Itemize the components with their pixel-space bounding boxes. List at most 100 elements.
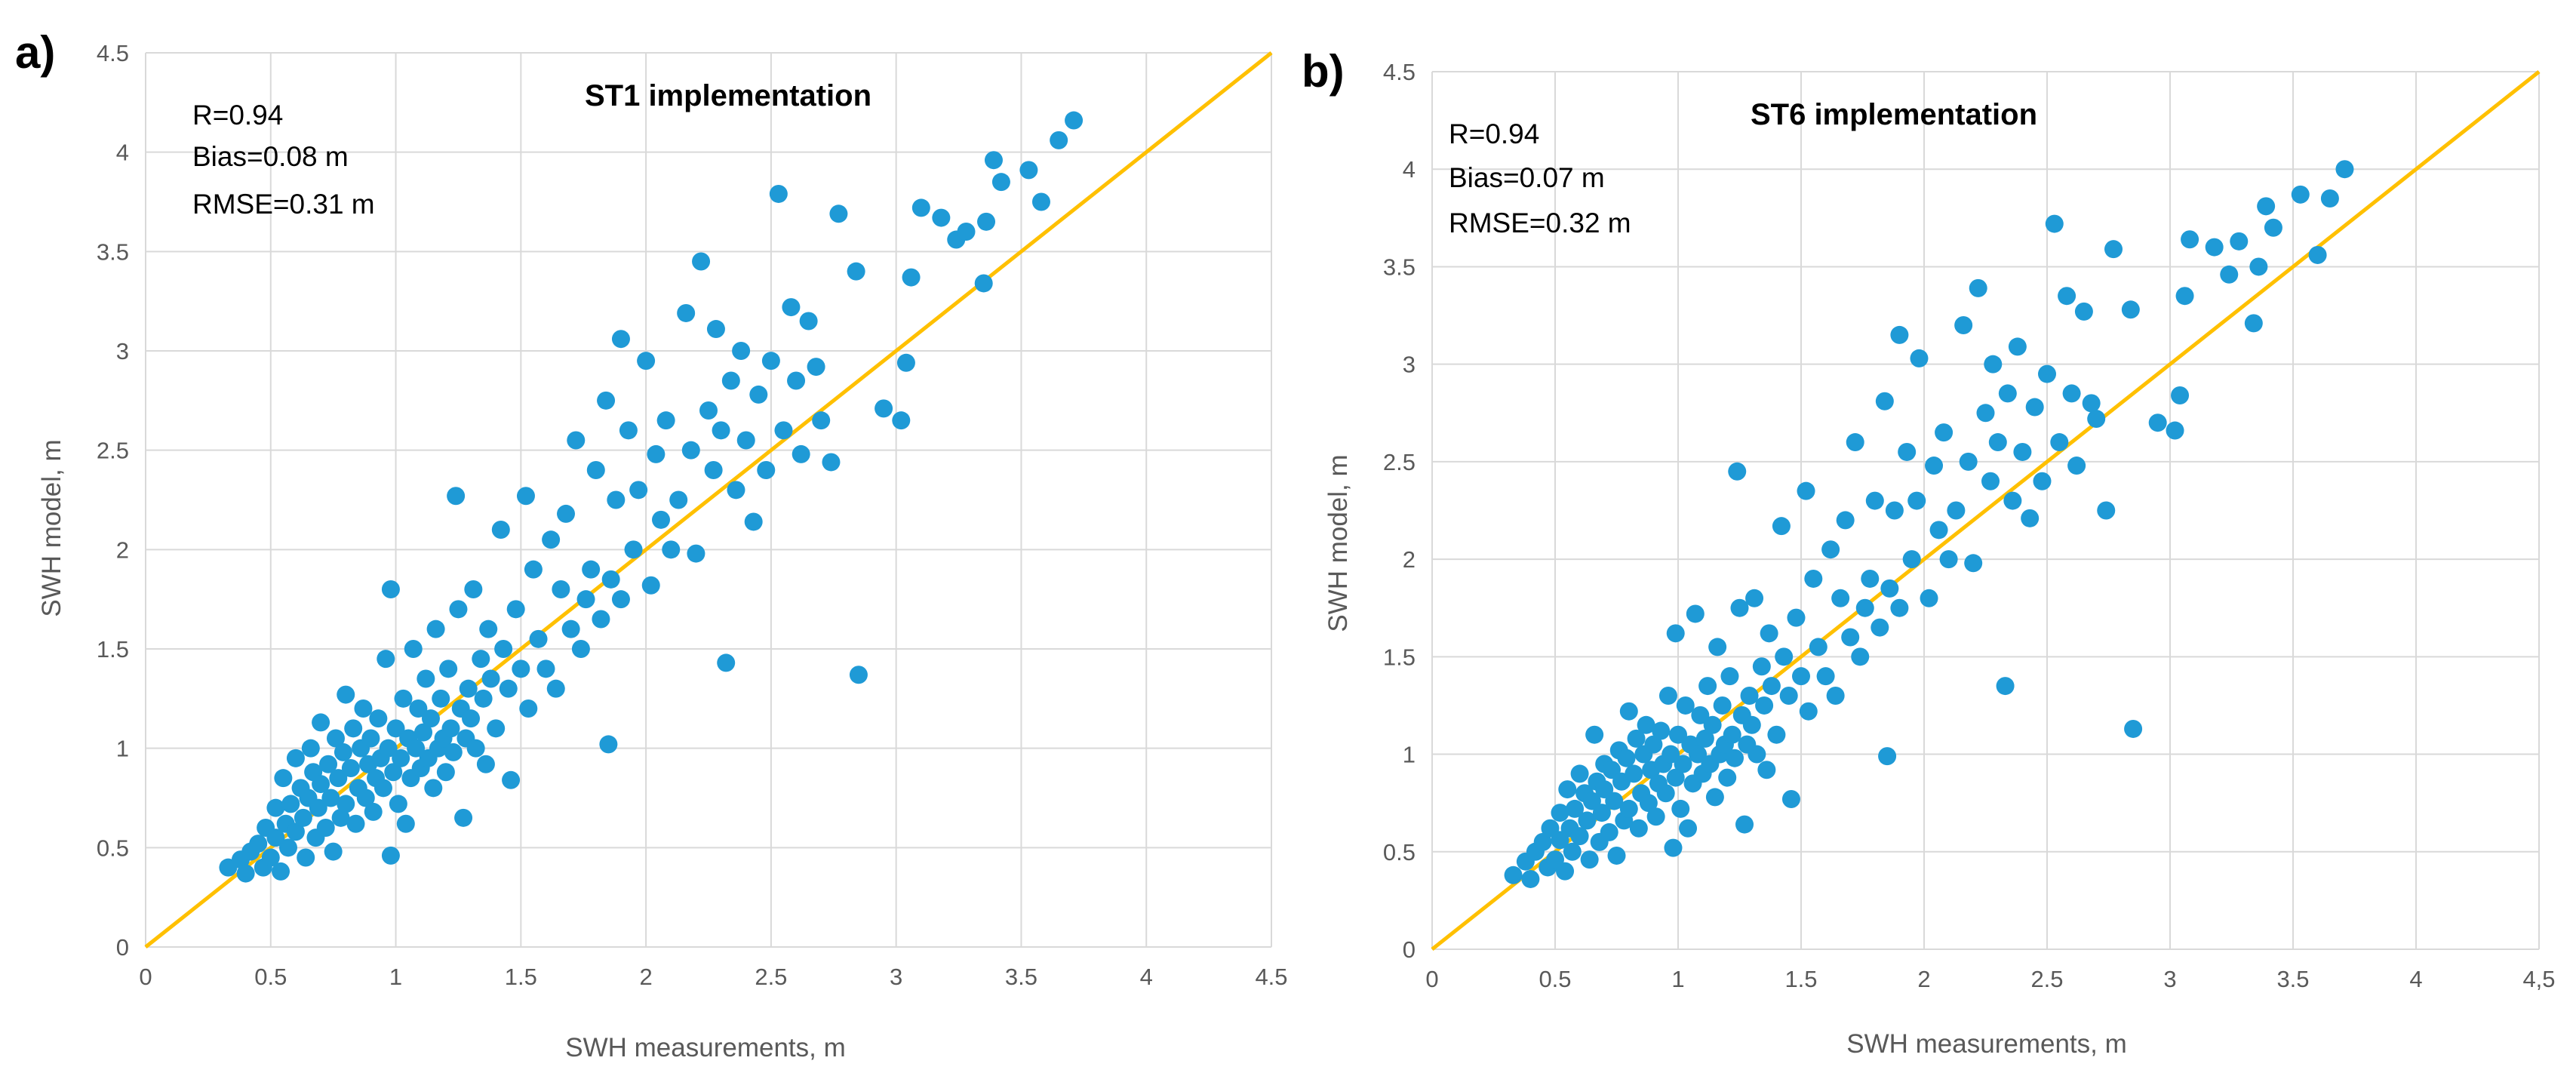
x-tick-label: 1.5: [1784, 966, 1817, 992]
y-tick-label: 3: [116, 338, 129, 364]
tick-labels: 0 0.5 1 1.5 2 2.5 3 3.5 4 4.5 0 0.5 1 1.5 2 2.5 3 3.5 4 4.5: [97, 40, 1288, 990]
data-point: [1669, 725, 1687, 744]
data-point: [875, 399, 893, 418]
panel-label: b): [1302, 46, 1345, 97]
data-point: [599, 735, 618, 754]
y-tick-label: 1.5: [1383, 644, 1416, 670]
data-point: [1705, 788, 1724, 807]
data-point: [454, 808, 473, 827]
data-point: [272, 862, 290, 881]
data-point: [1925, 457, 1944, 475]
data-point: [1600, 822, 1618, 841]
data-point: [1984, 355, 2003, 374]
data-point: [379, 739, 398, 758]
data-point: [1570, 827, 1589, 846]
data-point: [1629, 819, 1648, 838]
data-point: [1698, 677, 1717, 696]
data-point: [677, 303, 696, 322]
data-point: [1742, 715, 1761, 734]
data-point: [2264, 218, 2282, 237]
x-tick-label: 1: [389, 964, 402, 990]
data-point: [436, 763, 455, 782]
data-point: [524, 560, 543, 579]
chart-title: ST1 implementation: [585, 79, 871, 112]
data-point: [2291, 185, 2310, 204]
data-point: [1607, 846, 1626, 865]
data-point: [1637, 715, 1655, 734]
data-point: [1664, 838, 1683, 857]
data-point: [1846, 433, 1864, 452]
data-point: [1666, 768, 1685, 787]
data-point: [414, 723, 433, 742]
x-tick-label: 3.5: [1005, 964, 1037, 990]
y-tick-label: 1: [116, 736, 129, 762]
x-tick-label: 4.5: [1255, 964, 1287, 990]
data-point: [807, 358, 825, 377]
y-tick-label: 4: [1403, 156, 1416, 183]
data-point: [2062, 384, 2081, 403]
data-point: [439, 659, 458, 678]
data-point: [1748, 745, 1766, 764]
data-point: [1674, 755, 1692, 773]
data-point: [2148, 414, 2167, 432]
data-point: [1898, 442, 1917, 461]
data-point: [911, 198, 930, 217]
data-point: [1947, 501, 1966, 520]
data-point: [424, 779, 443, 798]
x-tick-label: 0.5: [1539, 966, 1571, 992]
data-point: [1871, 618, 1889, 637]
data-point: [601, 570, 620, 589]
data-point: [516, 487, 535, 506]
data-point: [1929, 521, 1948, 540]
data-point: [519, 699, 538, 718]
data-point: [1779, 687, 1798, 706]
data-point: [1570, 764, 1589, 783]
y-tick-label: 3.5: [97, 238, 129, 265]
data-point: [249, 835, 268, 853]
data-point: [736, 431, 755, 450]
data-point: [479, 620, 498, 638]
data-point: [499, 679, 518, 698]
data-point: [1787, 608, 1806, 627]
data-point: [386, 719, 405, 738]
data-point: [974, 274, 993, 293]
data-point: [389, 795, 407, 813]
data-point: [727, 481, 745, 500]
data-point: [462, 709, 481, 728]
data-point: [312, 713, 330, 732]
data-point: [2025, 398, 2044, 417]
data-point: [1592, 804, 1611, 822]
x-axis-label: SWH measurements, m: [1846, 1029, 2126, 1059]
data-point: [2220, 265, 2239, 284]
data-point: [1619, 799, 1638, 818]
data-point: [1644, 735, 1663, 754]
data-point: [1772, 517, 1791, 536]
data-point: [312, 775, 330, 794]
chart-panel-b: 0 0.5 1 1.5 2 2.5 3 3.5 4 4,5 0 0.5 1 1.5 2 2.5 3 3.5 4 4.5…: [1302, 46, 2556, 1059]
data-point: [2008, 337, 2027, 356]
data-point: [1760, 624, 1778, 643]
data-point: [829, 204, 848, 223]
data-point: [1981, 472, 2000, 490]
data-point: [1652, 721, 1671, 740]
data-point: [706, 320, 725, 339]
data-point: [647, 444, 666, 463]
data-point: [361, 729, 380, 748]
data-point: [717, 653, 736, 672]
y-axis-label: SWH model, m: [1323, 454, 1353, 632]
data-point: [1671, 799, 1690, 818]
data-point: [552, 580, 570, 598]
data-point: [611, 590, 630, 609]
data-point: [472, 650, 490, 669]
data-point: [1976, 404, 1995, 423]
data-point: [266, 829, 285, 847]
data-point: [1639, 794, 1658, 813]
data-point: [286, 749, 305, 767]
data-point: [494, 640, 513, 658]
data-point: [491, 521, 510, 539]
data-point: [329, 769, 348, 788]
data-point: [2058, 287, 2076, 306]
data-point: [2124, 719, 2143, 738]
data-point: [2074, 302, 2093, 321]
data-point: [1656, 784, 1675, 803]
